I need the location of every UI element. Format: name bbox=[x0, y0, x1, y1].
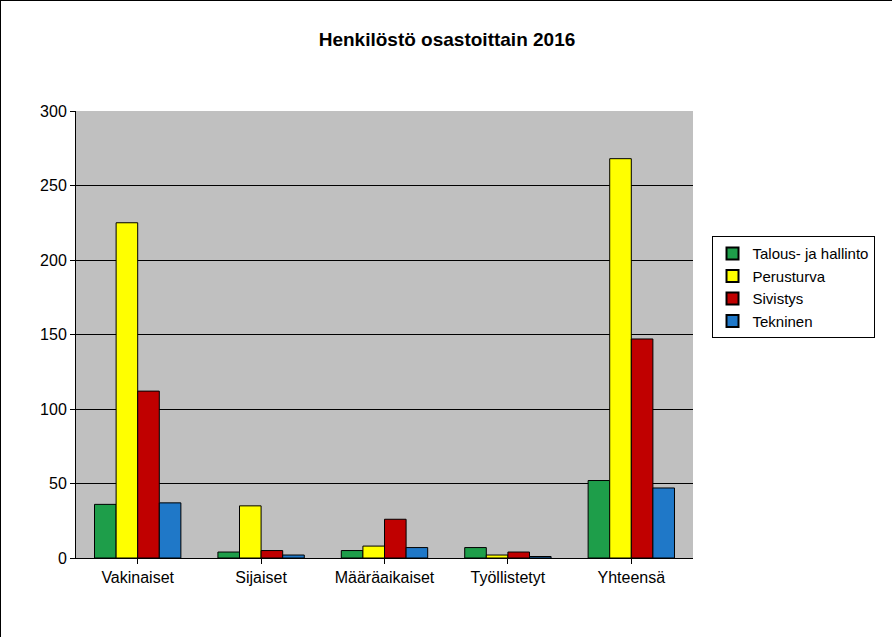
svg-text:150: 150 bbox=[40, 326, 67, 343]
svg-text:250: 250 bbox=[40, 177, 67, 194]
svg-text:0: 0 bbox=[58, 550, 67, 567]
svg-text:200: 200 bbox=[40, 252, 67, 269]
svg-text:Määräaikaiset: Määräaikaiset bbox=[335, 569, 435, 586]
svg-text:Vakinaiset: Vakinaiset bbox=[101, 569, 174, 586]
svg-text:50: 50 bbox=[49, 475, 67, 492]
svg-text:Yhteensä: Yhteensä bbox=[597, 569, 665, 586]
svg-text:300: 300 bbox=[40, 103, 67, 120]
svg-text:100: 100 bbox=[40, 401, 67, 418]
svg-text:Sivistys: Sivistys bbox=[753, 290, 804, 307]
svg-text:Talous- ja hallinto: Talous- ja hallinto bbox=[753, 245, 869, 262]
svg-text:Perusturva: Perusturva bbox=[753, 268, 826, 285]
svg-text:Henkilöstö osastoittain 2016: Henkilöstö osastoittain 2016 bbox=[319, 29, 576, 50]
svg-text:Sijaiset: Sijaiset bbox=[235, 569, 287, 586]
svg-text:Työllistetyt: Työllistetyt bbox=[471, 569, 546, 586]
svg-text:Tekninen: Tekninen bbox=[753, 313, 813, 330]
